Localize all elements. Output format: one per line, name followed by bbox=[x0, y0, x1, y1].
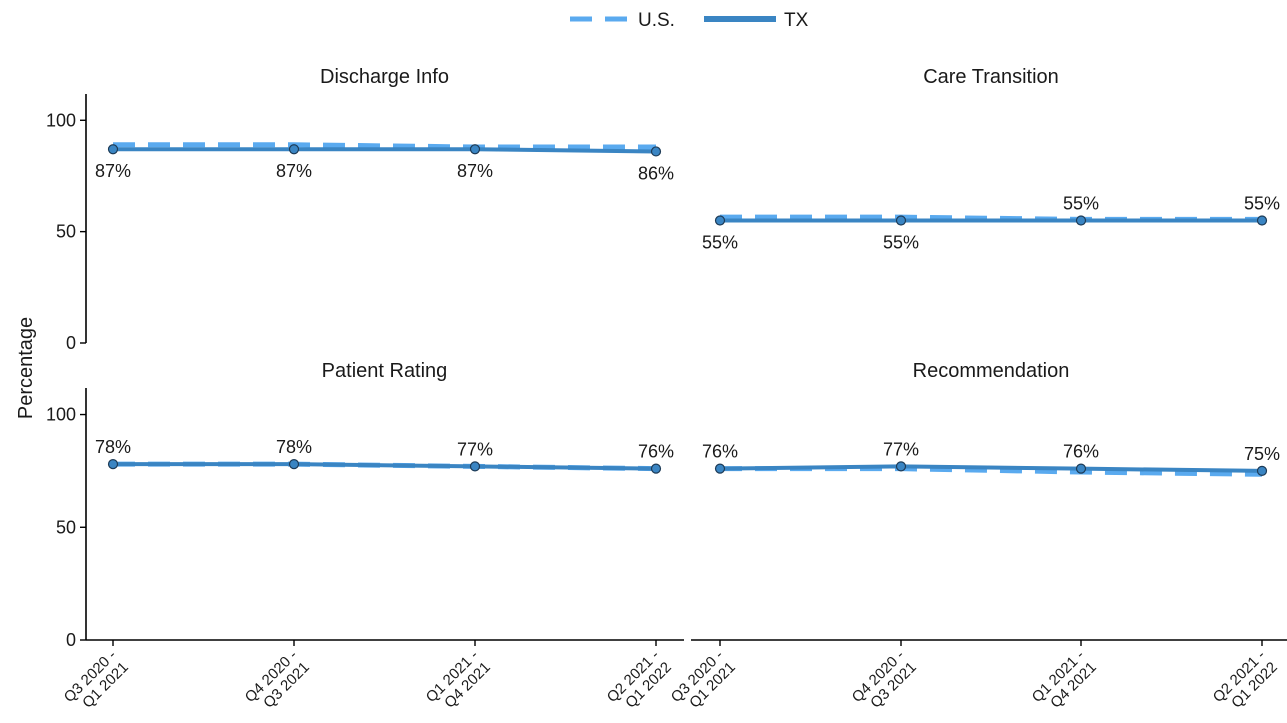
data-label: 87% bbox=[457, 161, 493, 181]
data-label: 87% bbox=[276, 161, 312, 181]
data-point-tx bbox=[107, 459, 119, 470]
series-line-us bbox=[113, 142, 656, 150]
data-point-tx bbox=[1256, 215, 1268, 226]
x-tick-label: Q1 2021 -Q4 2021 bbox=[423, 647, 494, 718]
y-tick-label: 50 bbox=[56, 517, 76, 537]
legend-label-us: U.S. bbox=[638, 10, 675, 31]
series-line-tx bbox=[113, 462, 657, 471]
legend-label-tx: TX bbox=[784, 10, 809, 31]
series-line-tx bbox=[113, 147, 657, 154]
data-point-tx bbox=[288, 144, 300, 155]
x-tick-label: Q3 2020 -Q1 2021 bbox=[61, 647, 132, 718]
panel-title: Care Transition bbox=[923, 66, 1059, 88]
data-label: 86% bbox=[638, 163, 674, 183]
data-label: 55% bbox=[702, 233, 738, 253]
y-tick-label: 0 bbox=[66, 333, 76, 353]
data-label: 55% bbox=[1063, 194, 1099, 214]
data-point-tx bbox=[1256, 465, 1268, 477]
data-point-tx bbox=[895, 215, 907, 226]
legend: U.S. TX bbox=[570, 10, 809, 31]
x-tick-label: Q4 2020 -Q3 2021 bbox=[849, 647, 920, 718]
x-tick-label: Q3 2020 -Q1 2021 bbox=[668, 647, 739, 718]
panel-patient-rating: Patient Rating 0 50 100 Q3 2020 -Q1 2021 Q4 2… bbox=[46, 360, 684, 718]
panels: Discharge Info 0 50 100 87% 87% 87% 86% Care Tra… bbox=[46, 66, 1287, 718]
data-point-tx bbox=[1075, 215, 1087, 226]
data-point-tx bbox=[469, 461, 481, 472]
data-label: 55% bbox=[1244, 194, 1280, 214]
data-label: 76% bbox=[638, 442, 674, 462]
data-point-tx bbox=[650, 146, 662, 157]
data-label: 76% bbox=[1063, 442, 1099, 462]
data-label: 77% bbox=[883, 439, 919, 459]
x-tick-label: Q2 2021 -Q1 2022 bbox=[1210, 647, 1281, 718]
data-label: 87% bbox=[95, 161, 131, 181]
data-point-tx bbox=[895, 461, 907, 472]
data-label: 76% bbox=[702, 442, 738, 462]
y-tick-label: 100 bbox=[46, 405, 76, 425]
x-tick-label: Q1 2021 -Q4 2021 bbox=[1029, 647, 1100, 718]
data-label: 77% bbox=[457, 439, 493, 459]
y-axis-title: Percentage bbox=[15, 317, 37, 419]
data-label: 78% bbox=[276, 437, 312, 457]
series-line-us bbox=[720, 214, 1262, 222]
y-tick-label: 50 bbox=[56, 222, 76, 242]
y-tick-label: 0 bbox=[66, 630, 76, 650]
data-label: 78% bbox=[95, 437, 131, 457]
data-point-tx bbox=[288, 459, 300, 470]
panel-title: Recommendation bbox=[913, 360, 1070, 382]
data-point-tx bbox=[107, 144, 119, 155]
panel-title: Discharge Info bbox=[320, 66, 449, 88]
panel-discharge-info: Discharge Info 0 50 100 87% 87% 87% 86% bbox=[46, 66, 674, 353]
data-point-tx bbox=[469, 144, 481, 155]
data-label: 55% bbox=[883, 233, 919, 253]
x-tick-label: Q4 2020 -Q3 2021 bbox=[242, 647, 313, 718]
data-point-tx bbox=[714, 463, 726, 474]
data-point-tx bbox=[650, 463, 662, 474]
series-line-tx bbox=[719, 464, 1263, 473]
x-tick-label: Q2 2021 -Q1 2022 bbox=[604, 647, 675, 718]
data-point-tx bbox=[1075, 463, 1087, 474]
panel-recommendation: Recommendation Q3 2020 -Q1 2021 Q4 2020 -Q… bbox=[668, 360, 1287, 718]
panel-care-transition: Care Transition 55% 55% 55% 55% bbox=[702, 66, 1280, 253]
panel-title: Patient Rating bbox=[322, 360, 448, 382]
data-point-tx bbox=[714, 215, 726, 226]
y-tick-label: 100 bbox=[46, 110, 76, 130]
data-label: 75% bbox=[1244, 444, 1280, 464]
